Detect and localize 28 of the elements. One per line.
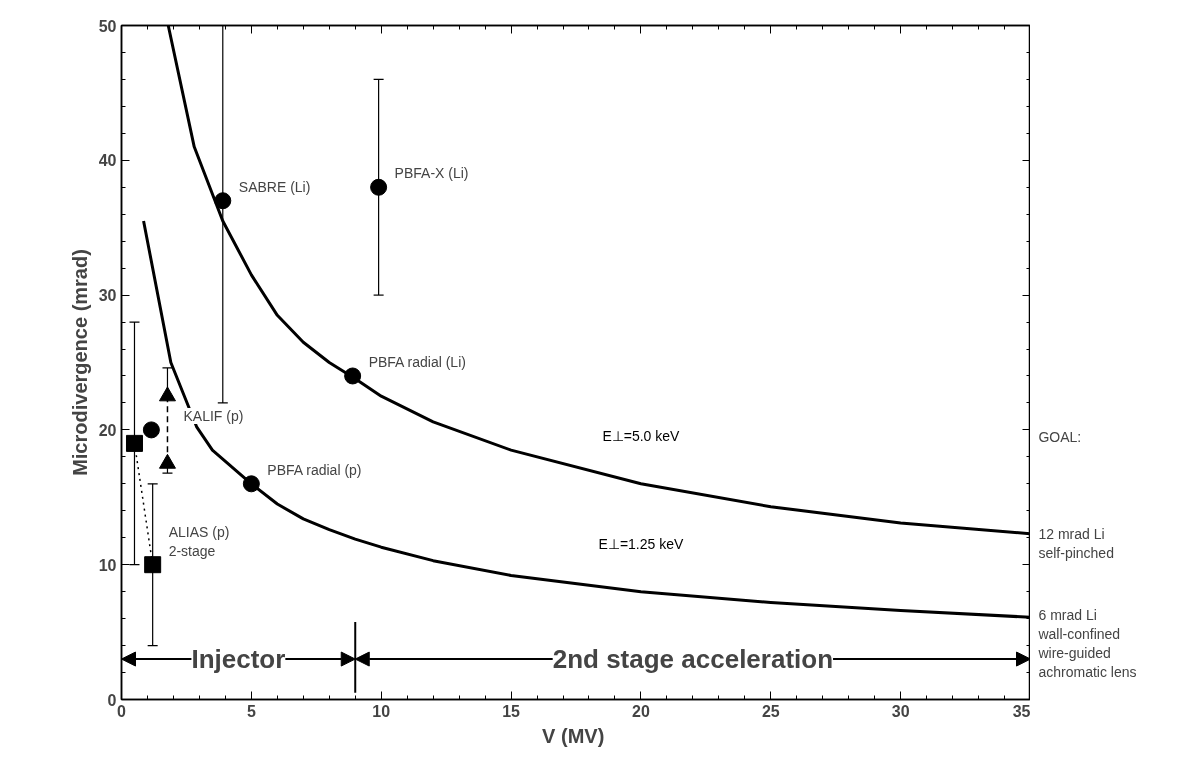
annotation: PBFA radial (p): [267, 461, 362, 478]
y-tick-label: 10: [98, 556, 117, 574]
x-tick-label: 35: [1012, 702, 1031, 720]
y-tick-label: 0: [107, 691, 117, 709]
y-tick-label: 40: [98, 152, 117, 170]
x-tick-label: 10: [372, 702, 391, 720]
annotation: ALIAS (p) 2-stage: [168, 523, 230, 559]
text: GOAL:: [1038, 428, 1082, 445]
x-tick-label: 5: [246, 702, 256, 720]
annotation: KALIF (p): [183, 407, 244, 424]
annotation: PBFA radial (Li): [368, 353, 466, 370]
x-tick-label: 25: [761, 702, 780, 720]
y-tick-label: 30: [98, 287, 117, 305]
annotation: 6 mrad Li wall-confined wire-guided achromatic lens: [1037, 606, 1137, 681]
x-axis-title: V (MV): [542, 724, 605, 747]
x-tick-label: 20: [632, 702, 650, 720]
y-axis-title: Microdivergence (mrad): [68, 249, 91, 476]
y-tick-label: 20: [98, 421, 117, 439]
annotation: Injector: [191, 644, 286, 675]
x-tick-label: 15: [502, 702, 521, 720]
annotation: 2nd stage acceleration: [552, 644, 834, 675]
x-tick-label: 30: [891, 702, 910, 720]
annotation: 12 mrad Li self-pinched: [1038, 525, 1114, 561]
annotation: SABRE (Li): [238, 178, 311, 195]
y-tick-label: 50: [98, 17, 117, 35]
annotation: PBFA-X (Li): [394, 165, 469, 182]
text: E⊥=5.0 keV: [602, 427, 681, 444]
text: E⊥=1.25 keV: [598, 535, 684, 552]
